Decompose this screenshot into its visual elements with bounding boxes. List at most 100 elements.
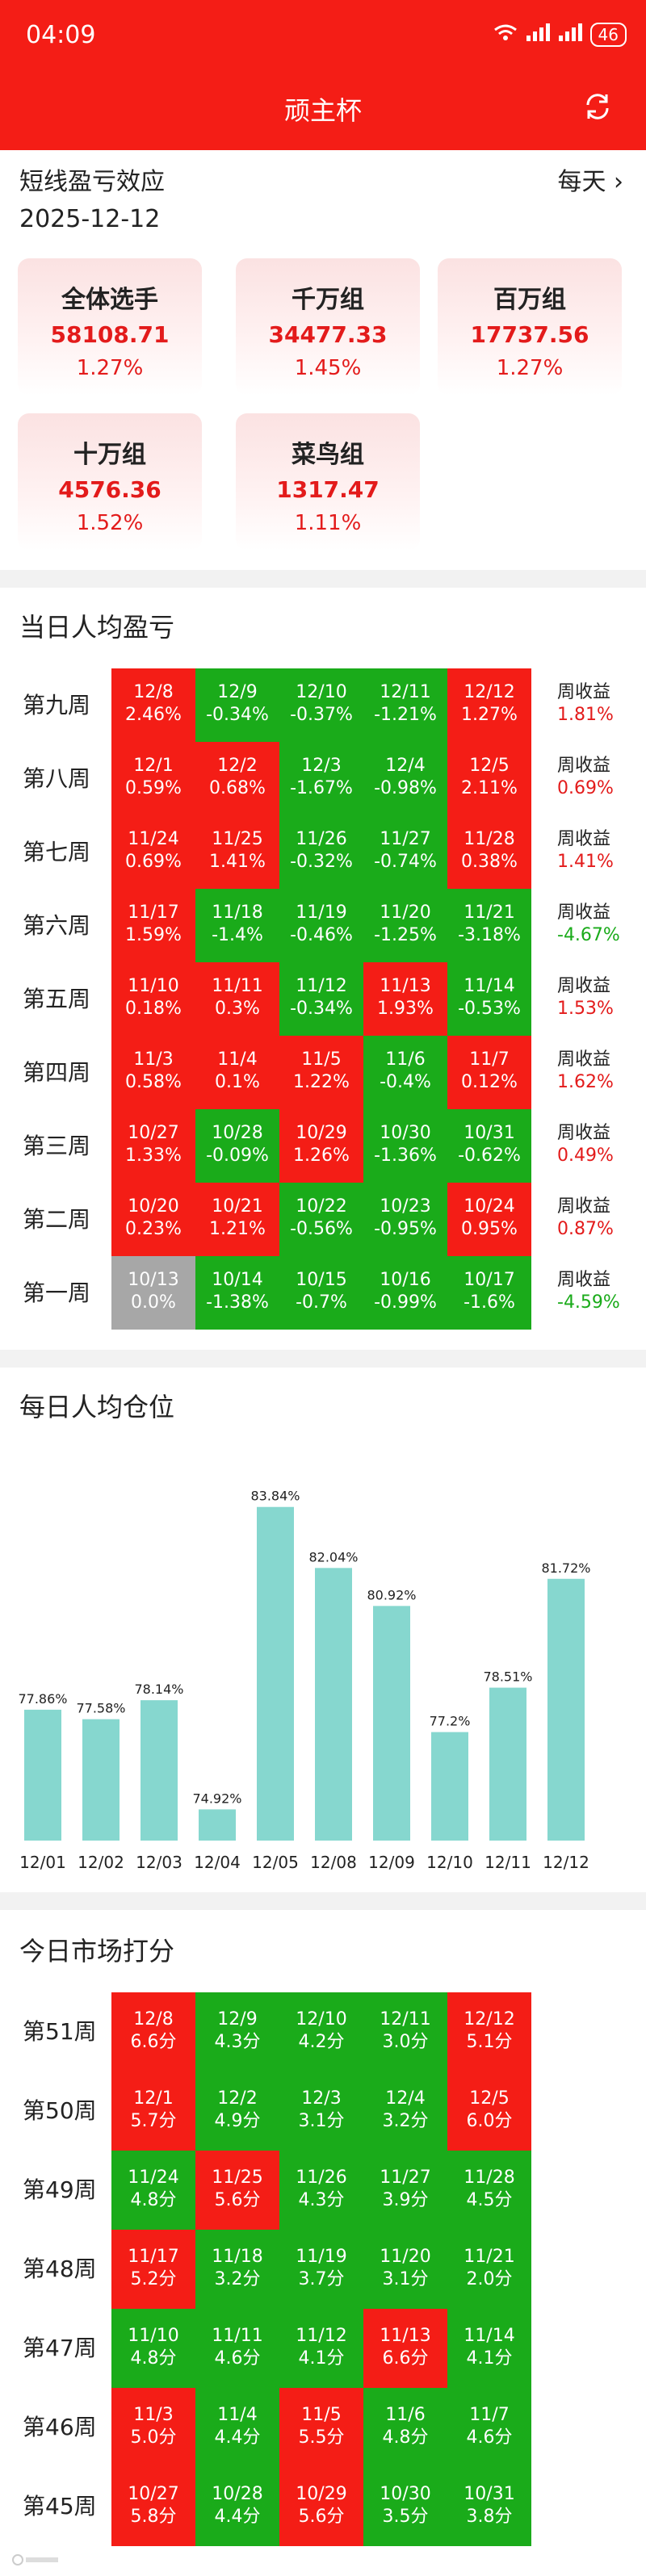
- bar: [141, 1700, 178, 1841]
- day-cell[interactable]: 12/10 -0.37%: [279, 668, 363, 742]
- day-cell[interactable]: 11/17 1.59%: [111, 889, 195, 962]
- day-cell[interactable]: 11/11 4.6分: [195, 2309, 279, 2388]
- day-cell[interactable]: 11/21 -3.18%: [447, 889, 531, 962]
- day-cell[interactable]: 10/30 -1.36%: [363, 1109, 447, 1183]
- day-cell[interactable]: 12/11 -1.21%: [363, 668, 447, 742]
- section-divider: [0, 1892, 646, 1910]
- day-cell[interactable]: 11/6 4.8分: [363, 2388, 447, 2467]
- day-cell[interactable]: 10/29 1.26%: [279, 1109, 363, 1183]
- day-date: 11/21: [464, 903, 515, 923]
- day-cell[interactable]: 11/17 5.2分: [111, 2230, 195, 2309]
- day-cell[interactable]: 12/10 4.2分: [279, 1992, 363, 2071]
- group-value: 1317.47: [276, 476, 380, 503]
- day-cell[interactable]: 12/8 6.6分: [111, 1992, 195, 2071]
- day-cell[interactable]: 12/5 6.0分: [447, 2071, 531, 2151]
- day-cell[interactable]: 11/25 5.6分: [195, 2151, 279, 2230]
- day-cell[interactable]: 11/5 5.5分: [279, 2388, 363, 2467]
- day-cell[interactable]: 10/21 1.21%: [195, 1183, 279, 1256]
- group-card[interactable]: 全体选手 58108.71 1.27%: [18, 258, 202, 396]
- day-cell[interactable]: 11/3 0.58%: [111, 1036, 195, 1109]
- day-cell[interactable]: 11/7 4.6分: [447, 2388, 531, 2467]
- group-card[interactable]: 十万组 4576.36 1.52%: [18, 413, 202, 551]
- day-cell[interactable]: 11/10 4.8分: [111, 2309, 195, 2388]
- day-cell[interactable]: 10/28 -0.09%: [195, 1109, 279, 1183]
- day-cell[interactable]: 12/1 0.59%: [111, 742, 195, 815]
- day-cell[interactable]: 11/27 3.9分: [363, 2151, 447, 2230]
- day-cell[interactable]: 11/3 5.0分: [111, 2388, 195, 2467]
- day-cell[interactable]: 11/18 -1.4%: [195, 889, 279, 962]
- day-cell[interactable]: 12/4 3.2分: [363, 2071, 447, 2151]
- day-cell[interactable]: 11/14 -0.53%: [447, 962, 531, 1036]
- day-date: 12/12: [464, 682, 515, 702]
- bar: [489, 1687, 526, 1841]
- day-cell[interactable]: 11/4 4.4分: [195, 2388, 279, 2467]
- day-cell[interactable]: 12/9 -0.34%: [195, 668, 279, 742]
- day-cell[interactable]: 10/22 -0.56%: [279, 1183, 363, 1256]
- day-value: 0.69%: [125, 852, 182, 872]
- week-label: 第46周: [23, 2414, 97, 2440]
- day-cell[interactable]: 10/27 5.8分: [111, 2467, 195, 2546]
- day-cell[interactable]: 10/14 -1.38%: [195, 1256, 279, 1330]
- day-cell[interactable]: 11/24 4.8分: [111, 2151, 195, 2230]
- day-cell[interactable]: 10/31 -0.62%: [447, 1109, 531, 1183]
- day-cell[interactable]: 12/9 4.3分: [195, 1992, 279, 2071]
- week-label: 第九周: [23, 692, 91, 718]
- day-cell[interactable]: 12/4 -0.98%: [363, 742, 447, 815]
- day-cell[interactable]: 11/10 0.18%: [111, 962, 195, 1036]
- day-cell[interactable]: 12/3 3.1分: [279, 2071, 363, 2151]
- day-cell[interactable]: 11/28 0.38%: [447, 815, 531, 889]
- day-cell[interactable]: 10/15 -0.7%: [279, 1256, 363, 1330]
- day-cell[interactable]: 12/2 4.9分: [195, 2071, 279, 2151]
- day-cell[interactable]: 12/12 5.1分: [447, 1992, 531, 2071]
- day-score: 4.8分: [130, 2348, 177, 2369]
- group-card[interactable]: 千万组 34477.33 1.45%: [236, 258, 420, 396]
- day-value: 1.93%: [377, 999, 434, 1019]
- day-cell[interactable]: 11/19 3.7分: [279, 2230, 363, 2309]
- day-cell[interactable]: 11/13 1.93%: [363, 962, 447, 1036]
- day-cell[interactable]: 10/31 3.8分: [447, 2467, 531, 2546]
- day-cell[interactable]: 11/6 -0.4%: [363, 1036, 447, 1109]
- group-card[interactable]: 百万组 17737.56 1.27%: [438, 258, 622, 396]
- day-cell[interactable]: 10/30 3.5分: [363, 2467, 447, 2546]
- day-cell[interactable]: 11/26 4.3分: [279, 2151, 363, 2230]
- group-card[interactable]: 菜鸟组 1317.47 1.11%: [236, 413, 420, 551]
- day-cell[interactable]: 11/11 0.3%: [195, 962, 279, 1036]
- day-cell[interactable]: 11/5 1.22%: [279, 1036, 363, 1109]
- day-cell[interactable]: 10/29 5.6分: [279, 2467, 363, 2546]
- day-cell[interactable]: 10/24 0.95%: [447, 1183, 531, 1256]
- day-cell[interactable]: 11/7 0.12%: [447, 1036, 531, 1109]
- day-cell[interactable]: 11/19 -0.46%: [279, 889, 363, 962]
- day-date: 12/10: [296, 2009, 347, 2029]
- day-cell[interactable]: 10/16 -0.99%: [363, 1256, 447, 1330]
- day-cell[interactable]: 12/5 2.11%: [447, 742, 531, 815]
- day-cell[interactable]: 11/27 -0.74%: [363, 815, 447, 889]
- day-cell[interactable]: 11/14 4.1分: [447, 2309, 531, 2388]
- day-cell[interactable]: 11/21 2.0分: [447, 2230, 531, 2309]
- day-cell[interactable]: 12/8 2.46%: [111, 668, 195, 742]
- refresh-icon[interactable]: [581, 90, 614, 123]
- group-value: 34477.33: [268, 321, 388, 348]
- day-cell[interactable]: 12/2 0.68%: [195, 742, 279, 815]
- day-cell[interactable]: 11/4 0.1%: [195, 1036, 279, 1109]
- day-cell[interactable]: 11/20 -1.25%: [363, 889, 447, 962]
- day-cell[interactable]: 11/26 -0.32%: [279, 815, 363, 889]
- day-cell[interactable]: 12/11 3.0分: [363, 1992, 447, 2071]
- day-cell[interactable]: 10/13 0.0%: [111, 1256, 195, 1330]
- day-cell[interactable]: 11/12 4.1分: [279, 2309, 363, 2388]
- day-cell[interactable]: 10/23 -0.95%: [363, 1183, 447, 1256]
- day-cell[interactable]: 11/13 6.6分: [363, 2309, 447, 2388]
- day-cell[interactable]: 10/27 1.33%: [111, 1109, 195, 1183]
- day-cell[interactable]: 11/25 1.41%: [195, 815, 279, 889]
- day-cell[interactable]: 12/3 -1.67%: [279, 742, 363, 815]
- day-cell[interactable]: 12/1 5.7分: [111, 2071, 195, 2151]
- day-cell[interactable]: 11/28 4.5分: [447, 2151, 531, 2230]
- day-cell[interactable]: 12/12 1.27%: [447, 668, 531, 742]
- day-cell[interactable]: 11/20 3.1分: [363, 2230, 447, 2309]
- day-cell[interactable]: 10/20 0.23%: [111, 1183, 195, 1256]
- period-selector[interactable]: 每天 ›: [557, 168, 623, 196]
- day-cell[interactable]: 11/18 3.2分: [195, 2230, 279, 2309]
- day-cell[interactable]: 11/24 0.69%: [111, 815, 195, 889]
- day-cell[interactable]: 10/17 -1.6%: [447, 1256, 531, 1330]
- day-cell[interactable]: 11/12 -0.34%: [279, 962, 363, 1036]
- day-cell[interactable]: 10/28 4.4分: [195, 2467, 279, 2546]
